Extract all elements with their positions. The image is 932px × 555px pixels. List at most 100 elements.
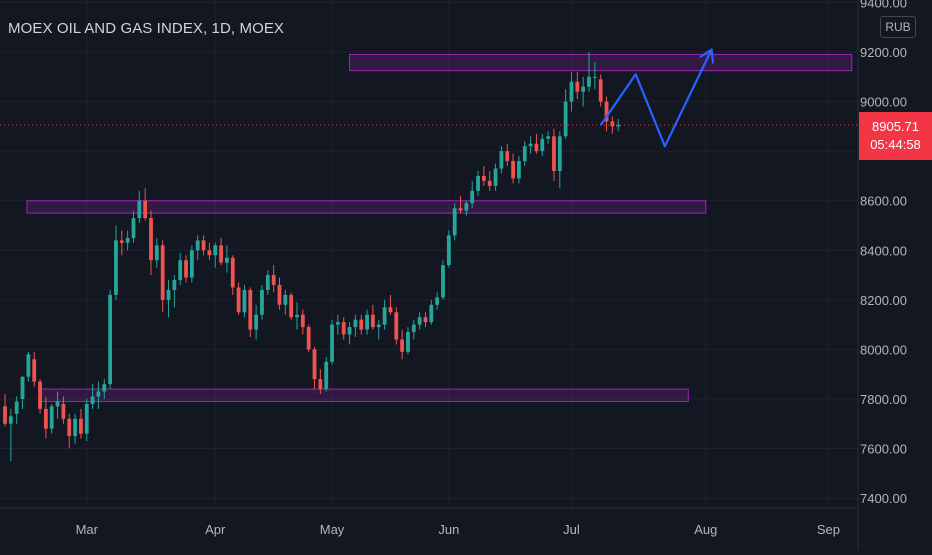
candle-body — [201, 240, 206, 251]
candle-body — [3, 406, 7, 424]
price-tick-label: 8600.00 — [860, 194, 907, 209]
candle-body — [318, 379, 323, 390]
candle-body — [8, 416, 13, 424]
candle-body — [540, 138, 545, 152]
candle-body — [347, 327, 352, 335]
candle-body — [108, 294, 113, 385]
candle-body — [26, 354, 31, 377]
candle-body — [166, 289, 171, 300]
candle-body — [476, 175, 480, 191]
bar-countdown: 05:44:58 — [870, 137, 921, 152]
candle-body — [522, 146, 527, 162]
projection-path — [599, 48, 715, 148]
candle-body — [84, 403, 89, 434]
candle-body — [131, 218, 136, 238]
time-tick-label: Sep — [817, 522, 840, 537]
candle-body — [581, 86, 586, 92]
currency-badge[interactable]: RUB — [880, 16, 916, 38]
candle-body — [487, 180, 492, 186]
time-tick-label: May — [320, 522, 345, 537]
candle-body — [14, 401, 19, 414]
candle-body — [394, 312, 399, 340]
candle-body — [435, 297, 440, 305]
candle-body — [90, 396, 95, 404]
candle-body — [260, 289, 264, 315]
candle-body — [230, 257, 235, 288]
candle-body — [534, 143, 539, 152]
candle-body — [552, 136, 556, 171]
candle-body — [493, 168, 498, 186]
price-zone — [26, 200, 707, 214]
candle-body — [452, 208, 457, 236]
time-tick-label: Mar — [76, 522, 99, 537]
candle-body — [67, 418, 72, 437]
time-tick-label: Jul — [563, 522, 580, 537]
time-tick-label: Jun — [438, 522, 459, 537]
candle-body — [184, 260, 188, 278]
last-price-tag: 8905.71 05:44:58 — [859, 112, 932, 160]
candle-body — [592, 76, 597, 78]
time-tick-label: Apr — [205, 522, 226, 537]
candle-body — [511, 161, 515, 179]
support-resistance-zones — [26, 54, 853, 402]
candle-body — [242, 289, 247, 313]
time-axis[interactable]: Mar Apr May Jun Jul Aug Sep — [76, 522, 840, 537]
candle-body — [610, 121, 615, 127]
candle-body — [517, 161, 521, 179]
price-axis[interactable]: 9400.009200.009000.008800.008600.008400.… — [860, 0, 907, 506]
candle-body — [400, 339, 405, 352]
candle-body — [499, 151, 504, 169]
candle-body — [528, 143, 533, 147]
candle-body — [283, 294, 288, 305]
last-price-value: 8905.71 — [872, 119, 919, 134]
candle-body — [38, 381, 42, 409]
candle-body — [248, 289, 253, 330]
candle-body — [575, 81, 580, 92]
candle-body — [464, 203, 469, 211]
symbol-title: MOEX OIL AND GAS INDEX, 1D, MOEX — [8, 20, 285, 37]
candle-body — [441, 265, 445, 298]
candle-body — [505, 151, 510, 162]
time-tick-label: Aug — [694, 522, 717, 537]
price-zone — [349, 54, 853, 72]
candle-body — [189, 250, 194, 278]
candle-body — [55, 401, 60, 407]
candle-body — [160, 245, 165, 300]
candle-body — [271, 275, 276, 285]
candle-body — [598, 79, 603, 102]
candle-body — [470, 190, 475, 204]
candle-body — [300, 314, 305, 328]
candle-body — [557, 136, 562, 171]
candle-body — [236, 287, 241, 313]
candle-body — [172, 280, 177, 290]
candle-body — [119, 240, 124, 243]
candle-body — [324, 361, 329, 390]
candle-body — [406, 332, 410, 352]
price-tick-label: 8200.00 — [860, 293, 907, 308]
candle-body — [330, 324, 334, 362]
price-tick-label: 9400.00 — [860, 0, 907, 10]
candle-body — [353, 319, 358, 328]
candle-body — [312, 349, 317, 380]
candle-body — [371, 314, 375, 328]
candle-body — [289, 294, 294, 318]
candle-body — [114, 240, 118, 295]
price-tick-label: 9200.00 — [860, 45, 907, 60]
price-tick-label: 8400.00 — [860, 243, 907, 258]
price-zone — [39, 388, 689, 402]
candle-body — [137, 200, 142, 219]
price-tick-label: 7800.00 — [860, 392, 907, 407]
candle-body — [265, 275, 270, 290]
candle-body — [335, 322, 340, 325]
candle-body — [32, 359, 37, 382]
candle-body — [446, 235, 451, 266]
candle-body — [154, 245, 159, 261]
candle-body — [61, 403, 66, 419]
price-tick-label: 7600.00 — [860, 442, 907, 457]
projection-arrowhead — [699, 48, 715, 64]
candle-body — [225, 257, 229, 263]
candle-body — [563, 101, 568, 137]
candle-body — [43, 408, 48, 429]
